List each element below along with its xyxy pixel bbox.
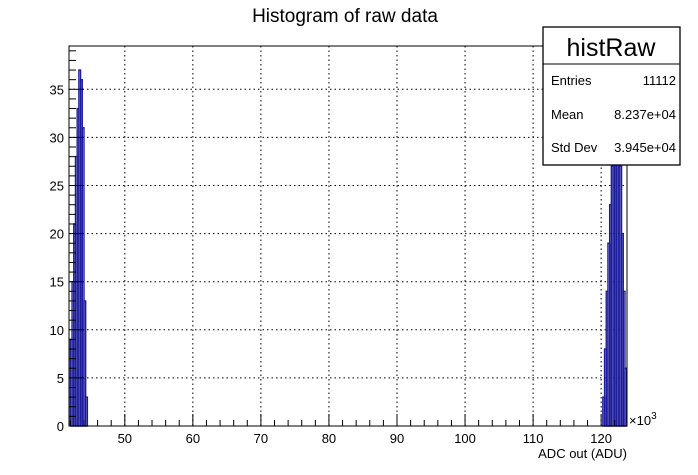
y-tick-labels: 0 5 10 15 20 25 30 35	[50, 82, 64, 434]
stats-box-frame	[542, 26, 681, 166]
chart-title: Histogram of raw data	[252, 6, 438, 27]
y-tick-label: 25	[50, 178, 64, 193]
histogram-bin	[84, 396, 89, 427]
x-tick-label: 110	[523, 431, 544, 446]
y-tick-label: 20	[50, 227, 64, 242]
y-tick-label: 0	[57, 419, 64, 434]
stats-entries-value: 11112	[643, 73, 676, 88]
stats-box: histRaw Entries 11112 Mean 8.237e+04 Std…	[542, 26, 681, 166]
x-tick-label: 60	[186, 431, 200, 446]
grid-lines	[69, 46, 627, 426]
stats-mean-label: Mean	[551, 107, 584, 122]
x-axis-exponent: ×103	[629, 411, 657, 428]
histogram-bin	[624, 367, 628, 427]
x-axis-label: ADC out (ADU)	[538, 446, 627, 461]
axis-ticks	[69, 50, 616, 427]
stats-stddev-value: 3.945e+04	[614, 140, 676, 155]
x-tick-label: 90	[390, 431, 404, 446]
y-tick-label: 35	[50, 82, 64, 97]
x-tick-label: 120	[590, 431, 612, 446]
plot-frame	[68, 45, 628, 427]
x-tick-labels: 50 60 70 80 90 100 110 120	[118, 431, 612, 446]
y-tick-label: 5	[57, 371, 64, 386]
y-tick-label: 15	[50, 275, 64, 290]
x-tick-label: 70	[254, 431, 268, 446]
x-tick-label: 100	[454, 431, 476, 446]
stats-box-name: histRaw	[567, 34, 657, 62]
x-tick-label: 80	[322, 431, 336, 446]
stats-stddev-label: Std Dev	[551, 140, 598, 155]
stats-mean-value: 8.237e+04	[614, 107, 676, 122]
stats-entries-label: Entries	[551, 73, 592, 88]
x-tick-label: 50	[118, 431, 132, 446]
y-tick-label: 30	[50, 130, 64, 145]
y-tick-label: 10	[50, 323, 64, 338]
